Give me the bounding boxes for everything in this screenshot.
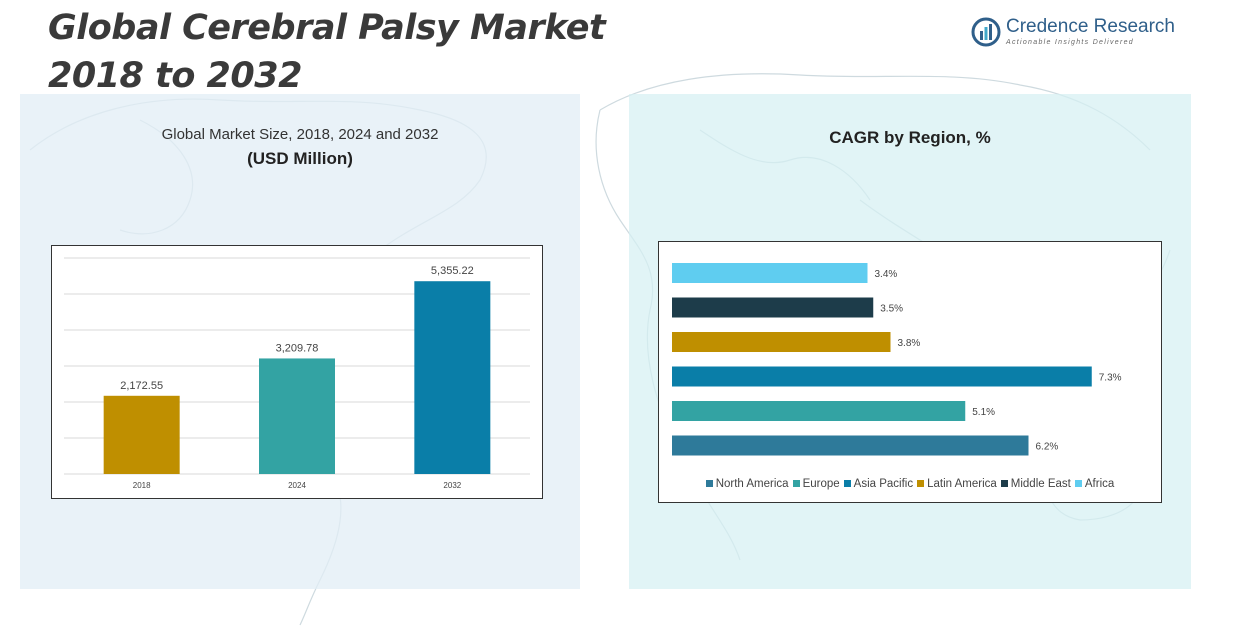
x-tick-label-2032: 2032 — [443, 481, 461, 490]
market-size-unit: (USD Million) — [247, 149, 353, 168]
page-title-line2: 2018 to 2032 — [48, 56, 302, 96]
data-label-middle-east: 3.5% — [880, 304, 903, 315]
data-label-2018: 2,172.55 — [120, 380, 163, 392]
bar-asia-pacific — [672, 366, 1092, 387]
data-label-europe: 5.1% — [972, 407, 995, 418]
legend-swatch — [705, 480, 713, 487]
legend-item-europe: Europe — [792, 478, 840, 490]
legend-label: North America — [715, 478, 789, 490]
data-label-latin-america: 3.8% — [898, 338, 921, 349]
bar-europe — [672, 401, 966, 421]
legend-item-latin-america: Latin America — [917, 478, 997, 490]
brand-name: Credence Research — [1006, 16, 1175, 37]
cagr-chart-frame: 3.4% 3.5% 3.8% 7.3% 5.1% 6.2% North America Eu… — [658, 241, 1162, 503]
bar-2032 — [414, 281, 491, 474]
legend-swatch — [917, 480, 925, 487]
data-label-2024: 3,209.78 — [276, 342, 319, 354]
market-size-chart-frame: 2,172.55 2018 3,209.78 2024 5,355.22 2032 — [51, 245, 543, 499]
legend-item-africa: Africa — [1074, 478, 1115, 490]
legend-label: Europe — [802, 478, 840, 490]
bar-latin-america — [672, 332, 891, 352]
data-label-asia-pacific: 7.3% — [1099, 373, 1122, 384]
legend-swatch — [843, 480, 851, 487]
legend-label: Africa — [1084, 478, 1115, 490]
market-size-bar-chart: 2,172.55 2018 3,209.78 2024 5,355.22 2032 — [64, 257, 530, 490]
legend-item-asia-pacific: Asia Pacific — [843, 478, 914, 490]
legend-swatch — [792, 480, 800, 487]
data-label-africa: 3.4% — [875, 269, 898, 280]
market-size-subtitle: Global Market Size, 2018, 2024 and 2032 — [161, 126, 439, 143]
legend-swatch — [1074, 480, 1082, 487]
cagr-title: CAGR by Region, % — [829, 128, 991, 147]
brand-tagline: Actionable Insights Delivered — [1006, 39, 1134, 46]
cagr-bar-chart: 3.4% 3.5% 3.8% 7.3% 5.1% 6.2% — [672, 263, 1122, 456]
page-title: Global Cerebral Palsy Market 2018 to 203… — [48, 4, 606, 100]
bar-africa — [672, 263, 868, 283]
bar-2018 — [103, 395, 180, 474]
legend-label: Middle East — [1010, 478, 1071, 490]
bar-chart-circle-icon — [971, 17, 1001, 47]
bar-2024 — [259, 358, 335, 474]
cagr-panel: CAGR by Region, % 3.4% 3.5% 3.8% 7.3% 5.1% 6.… — [629, 94, 1191, 589]
legend-label: Asia Pacific — [853, 478, 914, 490]
x-tick-label-2018: 2018 — [133, 481, 151, 490]
x-tick-label-2024: 2024 — [288, 481, 306, 490]
market-size-panel: Global Market Size, 2018, 2024 and 2032 … — [20, 94, 580, 589]
page-title-line1: Global Cerebral Palsy Market — [48, 8, 606, 48]
data-label-2032: 5,355.22 — [431, 265, 474, 277]
data-label-north-america: 6.2% — [1036, 442, 1059, 453]
cagr-legend: North America Europe Asia Pacific Latin Ame… — [659, 478, 1161, 490]
legend-swatch — [1000, 480, 1008, 487]
bar-middle-east — [672, 297, 874, 318]
legend-item-north-america: North America — [705, 478, 789, 490]
legend-label: Latin America — [927, 478, 997, 490]
legend-item-middle-east: Middle East — [1000, 478, 1071, 490]
brand-logo: Credence Research Actionable Insights De… — [970, 14, 1175, 50]
bar-north-america — [672, 435, 1029, 456]
